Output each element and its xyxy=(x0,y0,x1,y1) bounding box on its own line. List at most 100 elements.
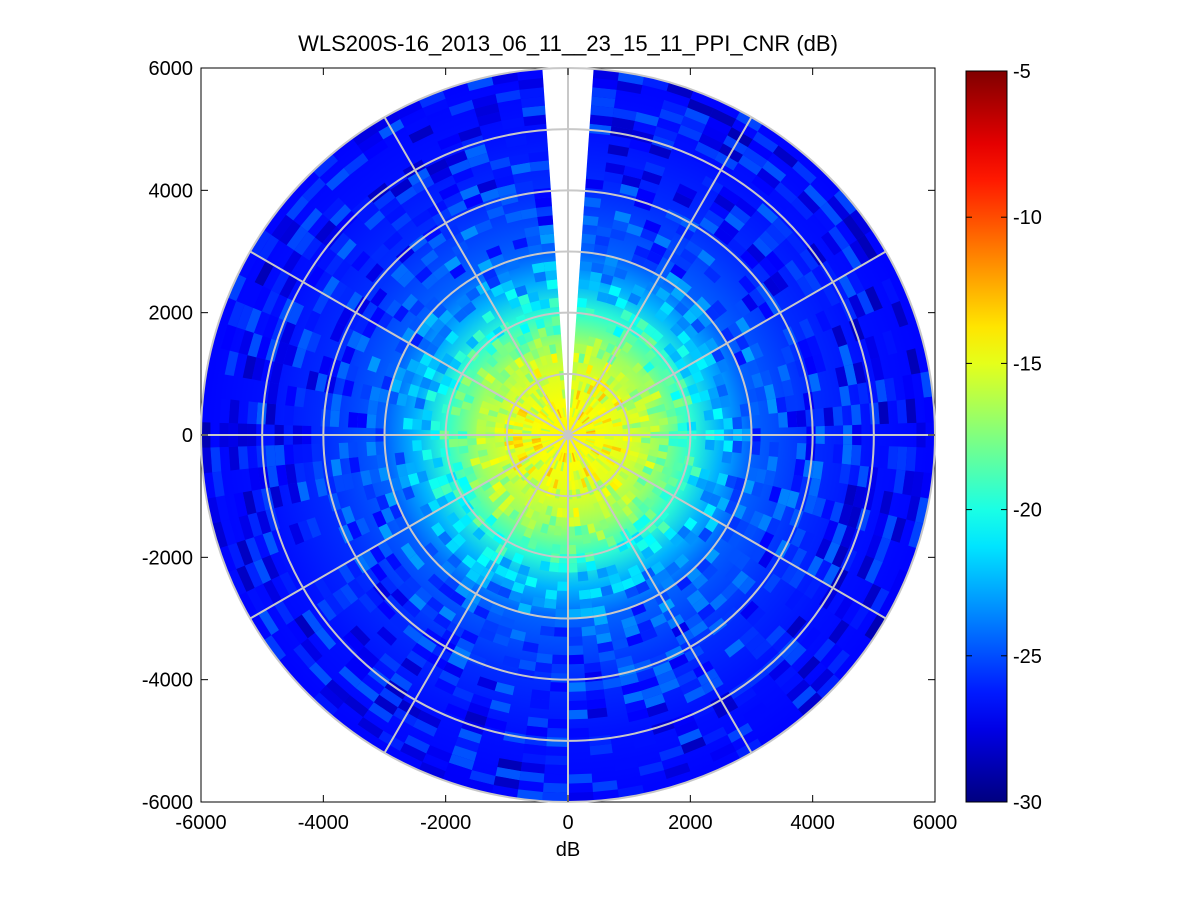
cnr-cell xyxy=(710,397,722,410)
cnr-cell xyxy=(539,560,551,572)
cnr-cell xyxy=(376,454,388,469)
cnr-cell xyxy=(668,438,679,447)
cnr-cell xyxy=(615,402,626,411)
cnr-cell xyxy=(864,613,886,641)
cnr-cell xyxy=(262,531,279,556)
cnr-cell xyxy=(421,419,432,431)
cnr-cell xyxy=(477,449,488,458)
cnr-cell xyxy=(631,422,641,429)
cnr-cell xyxy=(768,442,779,458)
cnr-cell xyxy=(489,457,500,466)
cnr-cell xyxy=(211,521,228,549)
cnr-cell xyxy=(544,456,552,465)
cnr-cell xyxy=(447,200,468,217)
cnr-cell xyxy=(627,564,642,578)
x-tick-label: 6000 xyxy=(913,812,958,834)
cnr-cell xyxy=(747,139,773,161)
cnr-cell xyxy=(742,523,758,541)
cnr-cell xyxy=(292,347,307,369)
cnr-cell xyxy=(312,292,330,315)
cnr-cell xyxy=(516,410,527,418)
cnr-cell xyxy=(337,563,356,584)
cnr-cell xyxy=(623,165,644,180)
cnr-cell xyxy=(762,652,785,674)
cnr-cell xyxy=(542,791,568,802)
cnr-cell xyxy=(605,484,616,495)
cnr-cell xyxy=(896,446,908,471)
cnr-cell xyxy=(744,632,766,653)
cnr-cell xyxy=(749,510,764,528)
cnr-cell xyxy=(612,107,637,121)
cnr-cell xyxy=(485,331,498,344)
cnr-cell xyxy=(699,489,713,504)
cnr-cell xyxy=(660,576,676,591)
cnr-cell xyxy=(258,609,279,636)
cnr-cell xyxy=(822,563,841,587)
cnr-cell xyxy=(602,443,613,450)
cnr-cell xyxy=(745,581,764,601)
y-tick-label: 2000 xyxy=(149,303,194,325)
cnr-cell xyxy=(752,131,779,153)
cnr-cell xyxy=(677,728,703,746)
cnr-cell xyxy=(546,727,568,738)
cnr-cell xyxy=(580,415,589,423)
cnr-cell xyxy=(357,203,380,224)
cnr-cell xyxy=(731,570,749,589)
cnr-cell xyxy=(597,641,614,654)
cnr-cell xyxy=(572,361,579,372)
cnr-cell xyxy=(569,453,572,463)
cnr-cell xyxy=(838,344,853,367)
cnr-cell xyxy=(504,494,515,506)
cnr-cell xyxy=(492,633,510,647)
cnr-cell xyxy=(891,300,909,328)
cnr-cell xyxy=(421,273,439,290)
cnr-cell xyxy=(491,507,504,520)
cnr-cell xyxy=(613,758,639,772)
cnr-cell xyxy=(404,576,422,594)
x-tick-label: 4000 xyxy=(790,812,835,834)
cnr-cell xyxy=(457,438,468,447)
cnr-cell xyxy=(370,243,390,264)
azimuth-spoke xyxy=(249,434,569,620)
cnr-cell xyxy=(628,388,640,399)
cnr-cell xyxy=(615,655,634,669)
cnr-cell xyxy=(499,476,511,486)
cnr-cell xyxy=(518,78,544,90)
cnr-cell xyxy=(659,745,685,762)
cnr-cell xyxy=(237,446,249,470)
cnr-cell xyxy=(400,742,427,762)
cnr-cell xyxy=(626,333,639,346)
cnr-cell xyxy=(431,486,445,500)
cnr-cell xyxy=(680,115,707,134)
cnr-cell xyxy=(772,145,799,168)
cnr-cell xyxy=(201,447,213,474)
cnr-cell xyxy=(611,446,622,453)
cnr-cell xyxy=(686,421,697,431)
cnr-cell xyxy=(499,384,511,394)
cnr-cell xyxy=(803,184,828,208)
cnr-cell xyxy=(537,376,546,387)
cnr-cell xyxy=(643,693,666,709)
cnr-cell xyxy=(606,457,616,466)
cnr-cell xyxy=(864,558,883,584)
cnr-cell xyxy=(557,581,568,591)
cnr-cell xyxy=(765,625,787,647)
cnr-cell xyxy=(878,445,889,469)
cnr-cell xyxy=(584,405,592,414)
cnr-cell xyxy=(357,646,380,667)
cnr-cell xyxy=(519,87,545,99)
cnr-cell xyxy=(545,589,558,600)
cnr-cell xyxy=(640,228,658,243)
cnr-cell xyxy=(514,180,534,193)
cnr-cell xyxy=(791,197,814,221)
cnr-cell xyxy=(336,238,357,260)
cnr-cell xyxy=(546,279,558,290)
cnr-cell xyxy=(684,240,703,257)
cnr-cell xyxy=(389,613,409,632)
cnr-cell xyxy=(721,451,733,464)
cnr-cell xyxy=(704,209,725,228)
cnr-cell xyxy=(329,281,348,302)
cnr-cell xyxy=(517,468,528,478)
cnr-cell xyxy=(492,165,513,180)
cnr-cell xyxy=(544,764,568,775)
